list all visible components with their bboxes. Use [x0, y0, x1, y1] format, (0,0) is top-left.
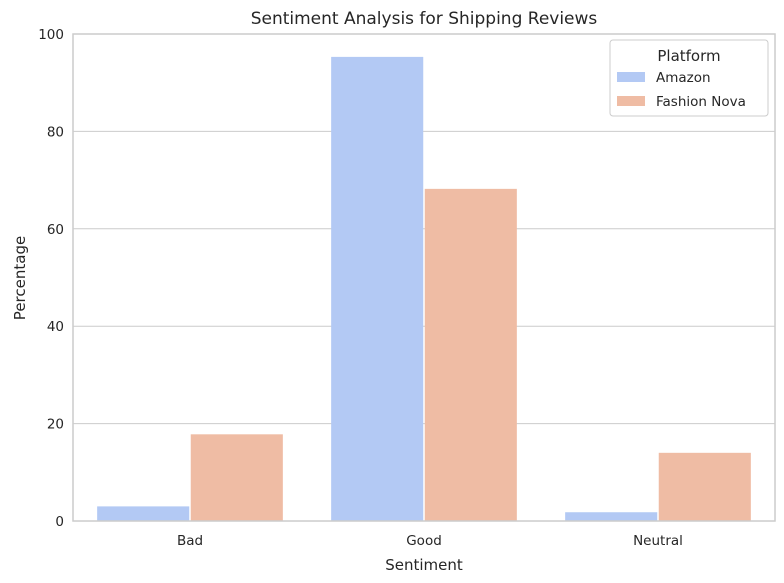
- y-tick-label: 0: [55, 514, 64, 530]
- legend-label-fashion-nova: Fashion Nova: [656, 94, 746, 110]
- x-tick-label: Bad: [177, 533, 203, 549]
- x-tick-label: Good: [406, 533, 442, 549]
- bars: [97, 56, 751, 521]
- plot-frame: [72, 33, 776, 522]
- y-tick-label: 20: [47, 417, 64, 433]
- y-tick-label: 100: [38, 27, 64, 43]
- legend-label-amazon: Amazon: [656, 70, 711, 86]
- x-axis-label: Sentiment: [385, 556, 463, 574]
- legend: Platform Amazon Fashion Nova: [609, 39, 769, 117]
- chart-title: Sentiment Analysis for Shipping Reviews: [251, 9, 598, 29]
- y-tick-label: 80: [47, 124, 64, 140]
- y-tick-label: 60: [47, 222, 64, 238]
- bar-fashion-nova-neutral: [658, 452, 751, 521]
- bar-fashion-nova-bad: [190, 434, 283, 521]
- y-tick-label: 40: [47, 319, 64, 335]
- bar-amazon-bad: [97, 506, 190, 521]
- legend-title: Platform: [657, 47, 720, 65]
- bar-amazon-good: [331, 56, 424, 521]
- legend-swatch-amazon: [617, 72, 645, 82]
- bar-amazon-neutral: [565, 512, 658, 521]
- legend-swatch-fashion-nova: [617, 96, 645, 106]
- y-axis-label: Percentage: [11, 236, 29, 320]
- y-tick-labels: 0 20 40 60 80 100: [38, 27, 64, 530]
- x-tick-label: Neutral: [633, 533, 683, 549]
- x-tick-labels: Bad Good Neutral: [177, 533, 683, 549]
- bar-fashion-nova-good: [424, 188, 517, 521]
- legend-box: [609, 39, 769, 117]
